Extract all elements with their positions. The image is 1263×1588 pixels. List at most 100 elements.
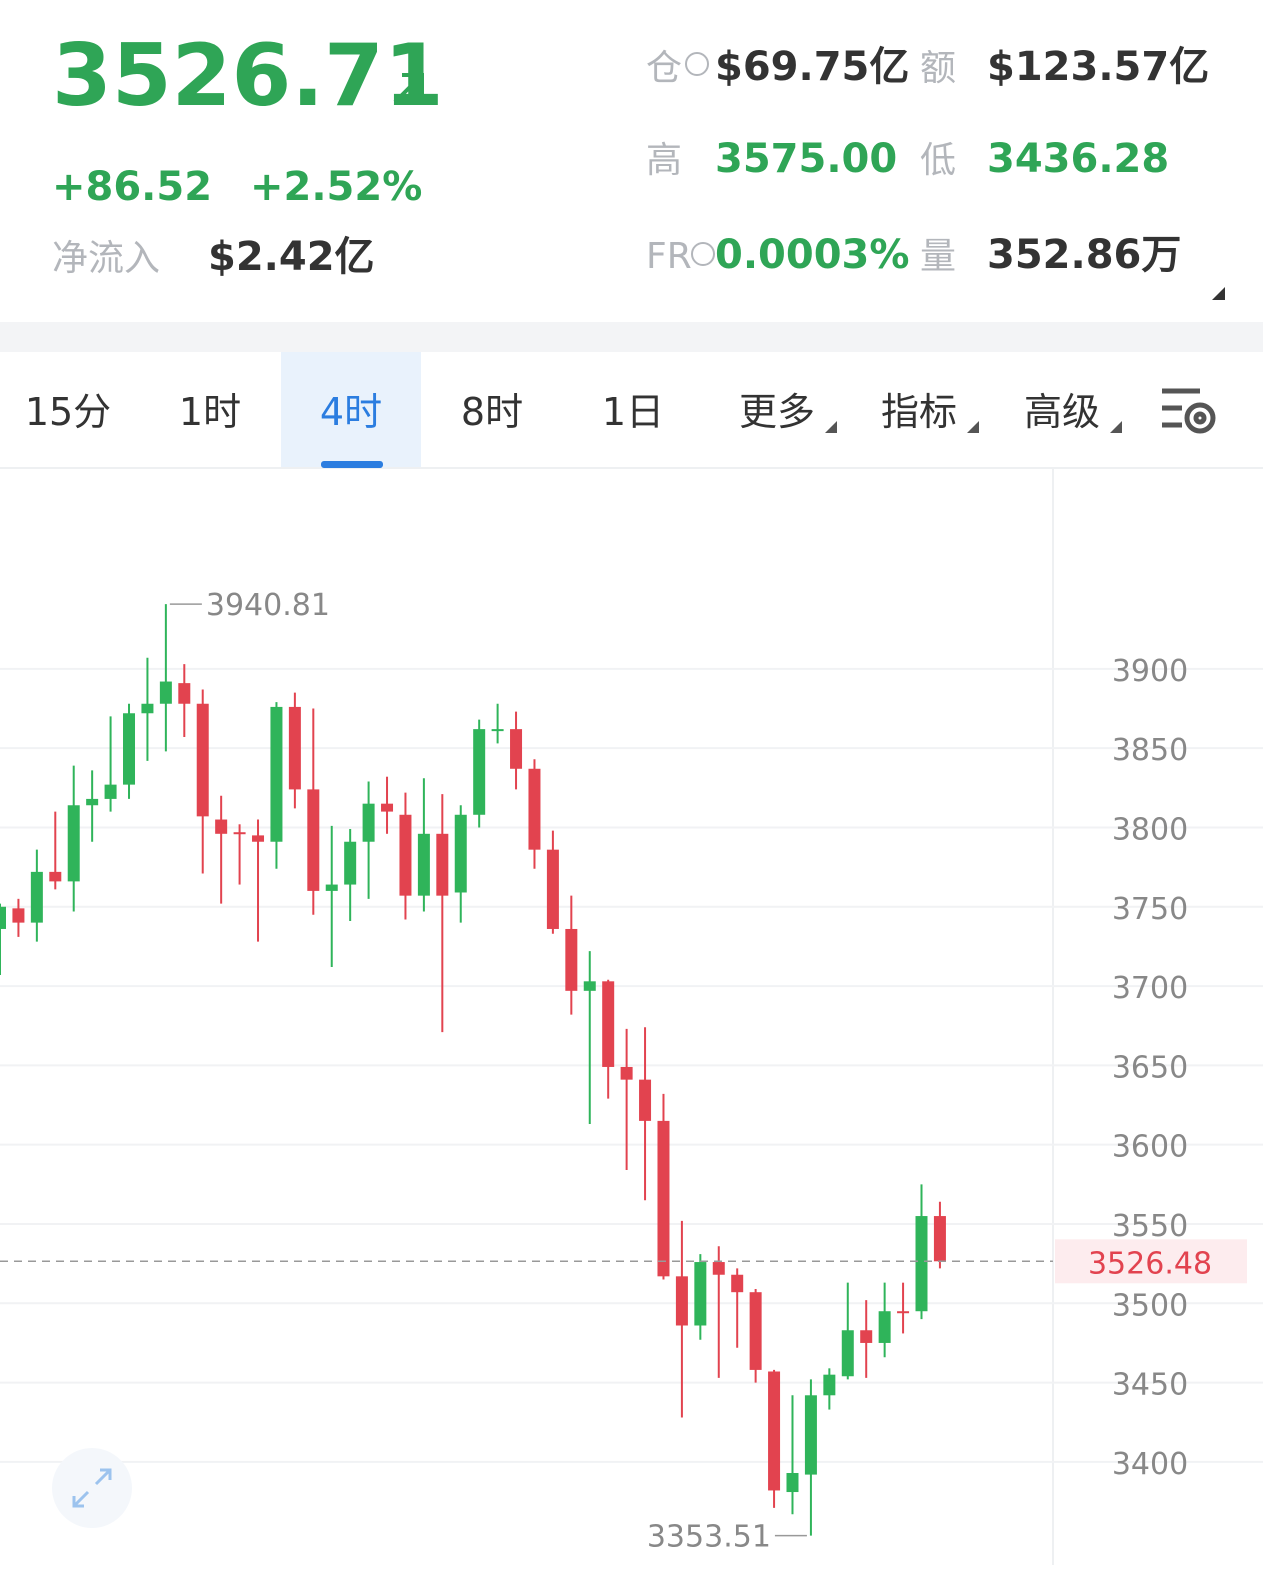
candle-body: [159, 681, 172, 704]
tab[interactable]: 指标: [881, 390, 957, 434]
candle-body: [270, 706, 283, 842]
candle-body: [933, 1216, 946, 1262]
dropdown-triangle: [967, 421, 979, 433]
candle-body: [86, 798, 99, 806]
tab[interactable]: 1时: [179, 390, 241, 434]
candle-body: [325, 884, 338, 891]
y-tick-label: 3800: [1112, 812, 1188, 847]
y-tick-label: 3650: [1112, 1050, 1188, 1085]
candle-body: [49, 871, 62, 882]
candle-body: [657, 1120, 670, 1277]
candle-body: [915, 1216, 928, 1312]
candle-body: [620, 1066, 633, 1080]
help-icon[interactable]: [685, 52, 709, 76]
candle-body: [307, 789, 320, 891]
last-price-label: 3526.48: [1088, 1246, 1212, 1281]
y-tick-label: 3700: [1112, 971, 1188, 1006]
tab[interactable]: 高级: [1024, 390, 1100, 434]
candle-body: [233, 832, 246, 835]
candle-body: [454, 814, 467, 893]
net-inflow-label: 净流入: [52, 238, 160, 279]
candle-body: [30, 871, 43, 923]
candle-body: [417, 833, 430, 896]
candle-body: [897, 1311, 910, 1314]
candle-body: [675, 1276, 688, 1326]
active-indicator: [321, 461, 383, 468]
stat-label: FR: [646, 236, 692, 277]
candle-body: [399, 814, 412, 896]
y-tick-label: 3600: [1112, 1130, 1188, 1165]
y-tick-label: 3900: [1112, 654, 1188, 689]
tab[interactable]: 更多: [739, 390, 815, 434]
help-icon[interactable]: [691, 242, 715, 266]
net-inflow: $2.42亿: [208, 234, 375, 280]
candle-body: [565, 928, 578, 991]
tab[interactable]: 4时: [320, 390, 382, 434]
fullscreen-button[interactable]: [52, 1448, 132, 1528]
candle-body: [528, 768, 541, 850]
candle-body: [381, 803, 394, 812]
candle-body: [583, 981, 596, 991]
candle-body: [786, 1473, 799, 1493]
y-tick-label: 3400: [1112, 1447, 1188, 1482]
dropdown-triangle: [825, 421, 837, 433]
tab-border: [0, 467, 1263, 469]
stat-value: 352.86万: [987, 232, 1181, 278]
min-label: 3353.51: [647, 1520, 771, 1555]
candle-body: [823, 1374, 836, 1396]
stat-label: 高: [646, 140, 682, 181]
candle-body: [602, 981, 615, 1067]
candle-body: [344, 841, 357, 885]
candle-body: [712, 1262, 725, 1275]
candle-body: [731, 1274, 744, 1293]
candle-body: [694, 1262, 707, 1326]
change-pct: +2.52%: [250, 164, 422, 210]
stat-value: 3575.00: [715, 136, 897, 182]
candle-body: [215, 819, 228, 834]
stat-label: 仓: [646, 48, 682, 89]
tab[interactable]: 8时: [461, 390, 523, 434]
candle-body: [67, 805, 80, 882]
tab[interactable]: 15分: [25, 390, 111, 434]
candle-body: [804, 1395, 817, 1475]
candle-body: [0, 906, 6, 929]
tab[interactable]: 1日: [602, 390, 664, 434]
candle-body: [362, 803, 375, 842]
candle-body: [196, 703, 209, 817]
stat-value: $123.57亿: [987, 44, 1209, 90]
price: 3526.71: [52, 26, 444, 126]
change: +86.52: [52, 164, 212, 210]
y-tick-label: 3450: [1112, 1368, 1188, 1403]
y-tick-label: 3750: [1112, 892, 1188, 927]
stat-value: 3436.28: [987, 136, 1169, 182]
active-tab-bg: [281, 352, 421, 467]
candle-body: [639, 1079, 652, 1121]
candle-body: [749, 1292, 762, 1370]
y-tick-label: 3550: [1112, 1209, 1188, 1244]
candle-body: [178, 683, 191, 704]
candle-body: [491, 729, 504, 732]
settings-icon[interactable]: [1162, 388, 1216, 434]
fullscreen-icon: [72, 1468, 112, 1508]
stat-label: 额: [920, 48, 956, 89]
y-tick-label: 3500: [1112, 1288, 1188, 1323]
y-tick-label: 3850: [1112, 733, 1188, 768]
separator: [0, 322, 1263, 352]
last-price-bg: [1055, 1239, 1247, 1284]
stat-label: 量: [920, 236, 956, 277]
candle-body: [860, 1330, 873, 1343]
candle-body: [473, 729, 486, 815]
expand-triangle[interactable]: [1212, 287, 1225, 300]
stat-value: 0.0003%: [715, 232, 909, 278]
candle-body: [841, 1330, 854, 1377]
candle-body: [510, 729, 523, 769]
candle-body: [878, 1311, 891, 1343]
up-arrow: [393, 73, 424, 104]
candle-body: [288, 706, 301, 790]
candle-body: [12, 908, 25, 923]
candle-body: [546, 849, 559, 929]
dropdown-triangle: [1110, 421, 1122, 433]
stat-value: $69.75亿: [715, 44, 909, 90]
candle-body: [141, 703, 154, 714]
